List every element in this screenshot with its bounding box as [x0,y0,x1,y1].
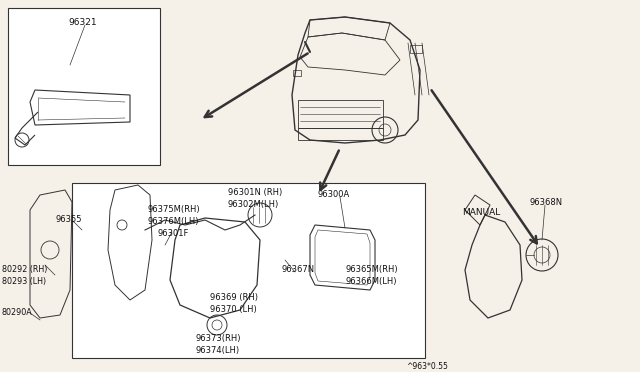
Text: 96367N: 96367N [282,265,315,274]
Text: 96370 (LH): 96370 (LH) [210,305,257,314]
Text: 96375M(RH): 96375M(RH) [148,205,200,214]
Bar [298,128,383,140]
Text: 80290A: 80290A [2,308,33,317]
Bar [8,8,160,165]
Text: 96369 (RH): 96369 (RH) [210,293,258,302]
Text: 80292 (RH): 80292 (RH) [2,265,47,274]
Text: 96368N: 96368N [530,198,563,207]
Text: 96301N (RH): 96301N (RH) [228,188,282,197]
Text: 96321: 96321 [68,18,97,27]
Text: 96365M(RH): 96365M(RH) [345,265,397,274]
Text: MANUAL: MANUAL [462,208,500,217]
Bar [410,45,422,53]
Text: 96302M(LH): 96302M(LH) [228,200,279,209]
Text: ^963*0.55: ^963*0.55 [406,362,448,371]
Bar [72,183,425,358]
Text: 80293 (LH): 80293 (LH) [2,277,46,286]
Bar [298,100,383,128]
Text: 96355: 96355 [55,215,81,224]
Text: 96301F: 96301F [158,229,189,238]
Text: 96300A: 96300A [318,190,350,199]
Text: 96373(RH): 96373(RH) [196,334,241,343]
Bar [293,70,301,76]
Text: 96374(LH): 96374(LH) [196,346,240,355]
Text: 96366M(LH): 96366M(LH) [345,277,397,286]
Text: 96376M(LH): 96376M(LH) [148,217,200,226]
